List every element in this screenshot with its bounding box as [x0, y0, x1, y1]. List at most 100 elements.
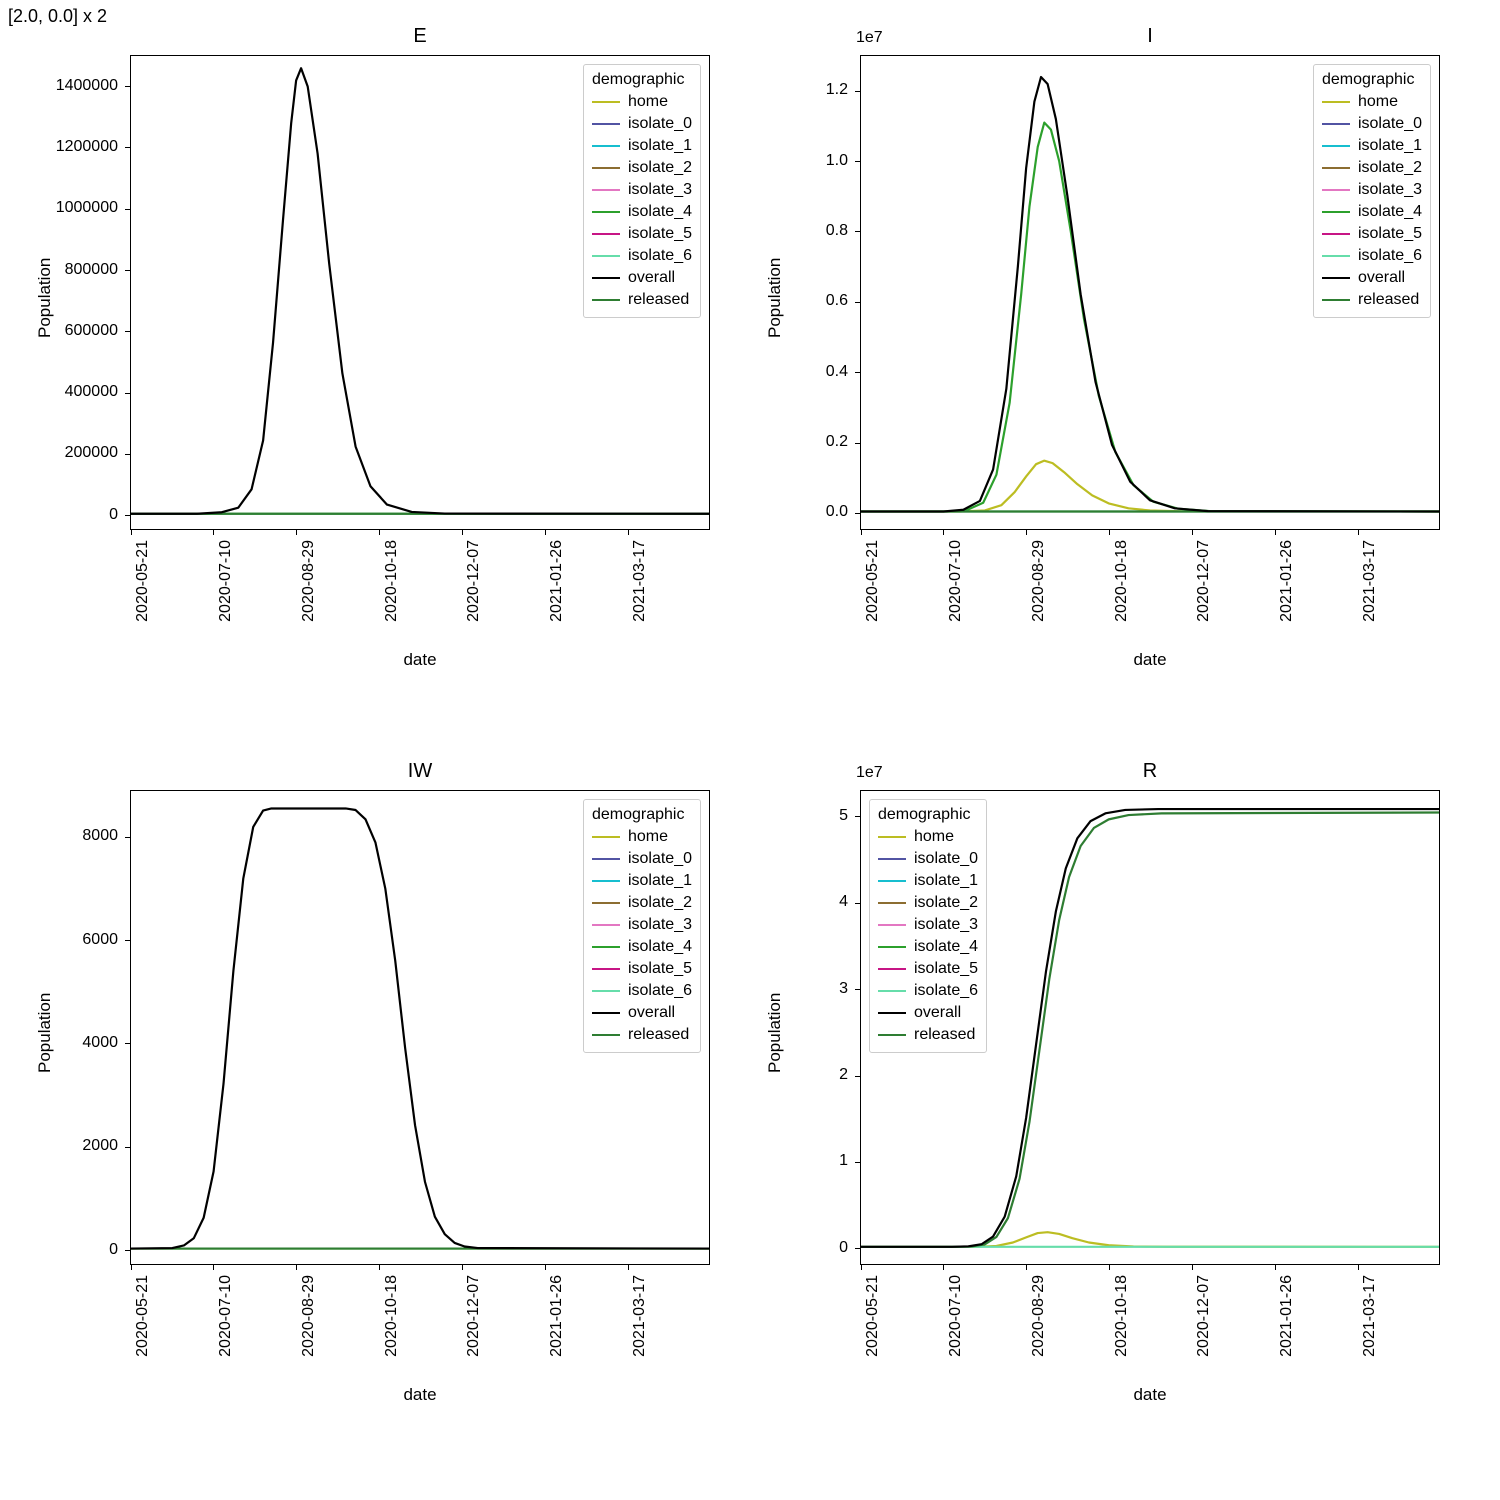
- x-tick-label: 2020-10-18: [383, 540, 401, 622]
- legend-swatch: [878, 990, 906, 993]
- legend-label: released: [628, 289, 689, 311]
- x-tick-label: 2021-01-26: [548, 1275, 566, 1357]
- legend-item-isolate_1: isolate_1: [1322, 135, 1422, 157]
- y-axis-label: Population: [35, 992, 55, 1072]
- x-tick-label: 2021-03-17: [1361, 1275, 1379, 1357]
- legend-item-isolate_6: isolate_6: [878, 980, 978, 1002]
- figure: [2.0, 0.0] x 2 demographichomeisolate_0i…: [0, 0, 1500, 1500]
- x-tick-label: 2020-07-10: [217, 540, 235, 622]
- legend-swatch: [878, 924, 906, 927]
- legend-swatch: [1322, 233, 1350, 236]
- axes: demographichomeisolate_0isolate_1isolate…: [860, 790, 1440, 1265]
- legend-label: home: [628, 826, 668, 848]
- legend-item-isolate_4: isolate_4: [592, 936, 692, 958]
- legend-label: released: [1358, 289, 1419, 311]
- x-tick-label: 2020-12-07: [1195, 540, 1213, 622]
- axes: demographichomeisolate_0isolate_1isolate…: [130, 55, 710, 530]
- legend-label: isolate_5: [628, 958, 692, 980]
- legend-label: isolate_3: [628, 914, 692, 936]
- legend-label: isolate_2: [914, 892, 978, 914]
- legend-label: isolate_0: [628, 113, 692, 135]
- legend-item-isolate_0: isolate_0: [1322, 113, 1422, 135]
- legend-label: overall: [628, 267, 675, 289]
- legend-swatch: [1322, 299, 1350, 302]
- y-tick-label: 0: [109, 506, 118, 524]
- legend: demographichomeisolate_0isolate_1isolate…: [869, 799, 987, 1053]
- x-tick-label: 2020-08-29: [300, 1275, 318, 1357]
- y-tick-label: 1: [839, 1152, 848, 1170]
- legend-label: isolate_6: [628, 245, 692, 267]
- legend-swatch: [592, 145, 620, 148]
- y-tick-label: 2000: [82, 1137, 118, 1155]
- legend-item-overall: overall: [1322, 267, 1422, 289]
- y-tick-label: 1.2: [826, 81, 848, 99]
- legend-swatch: [1322, 189, 1350, 192]
- y-tick-label: 0.0: [826, 503, 848, 521]
- legend-swatch: [878, 1012, 906, 1015]
- y-axis-label: Population: [765, 257, 785, 337]
- legend-item-isolate_6: isolate_6: [592, 980, 692, 1002]
- legend-label: home: [628, 91, 668, 113]
- legend-swatch: [1322, 277, 1350, 280]
- x-tick-label: 2021-03-17: [631, 540, 649, 622]
- legend-item-home: home: [592, 826, 692, 848]
- y-axis-label: Population: [35, 257, 55, 337]
- legend-label: isolate_6: [628, 980, 692, 1002]
- legend-item-isolate_0: isolate_0: [878, 848, 978, 870]
- legend-swatch: [592, 299, 620, 302]
- legend-swatch: [592, 167, 620, 170]
- legend-label: isolate_6: [1358, 245, 1422, 267]
- legend-swatch: [592, 858, 620, 861]
- x-axis-label: date: [860, 650, 1440, 670]
- axes: demographichomeisolate_0isolate_1isolate…: [860, 55, 1440, 530]
- y-tick-label: 600000: [65, 322, 118, 340]
- legend-label: isolate_0: [914, 848, 978, 870]
- legend-swatch: [878, 858, 906, 861]
- legend-title: demographic: [878, 806, 978, 824]
- legend-swatch: [1322, 145, 1350, 148]
- legend-swatch: [878, 880, 906, 883]
- y-tick-label: 0.6: [826, 292, 848, 310]
- legend-item-released: released: [1322, 289, 1422, 311]
- legend-item-overall: overall: [592, 1002, 692, 1024]
- legend-label: isolate_0: [628, 848, 692, 870]
- legend-swatch: [1322, 255, 1350, 258]
- legend-swatch: [592, 836, 620, 839]
- legend-label: isolate_2: [628, 157, 692, 179]
- y-axis-offset-text: 1e7: [856, 764, 883, 782]
- legend-item-overall: overall: [878, 1002, 978, 1024]
- legend-swatch: [1322, 167, 1350, 170]
- x-tick-label: 2021-01-26: [1278, 540, 1296, 622]
- legend-label: isolate_4: [628, 936, 692, 958]
- chart-title: IW: [130, 760, 710, 783]
- y-axis-offset-text: 1e7: [856, 29, 883, 47]
- chart-panel-R: demographichomeisolate_0isolate_1isolate…: [860, 790, 1440, 1265]
- y-tick-label: 2: [839, 1066, 848, 1084]
- legend-item-isolate_4: isolate_4: [878, 936, 978, 958]
- legend-label: overall: [628, 1002, 675, 1024]
- x-tick-label: 2020-07-10: [947, 1275, 965, 1357]
- legend-swatch: [592, 1012, 620, 1015]
- y-tick-label: 4: [839, 893, 848, 911]
- y-tick-label: 8000: [82, 827, 118, 845]
- legend-swatch: [592, 946, 620, 949]
- legend-swatch: [592, 211, 620, 214]
- legend-swatch: [878, 946, 906, 949]
- legend-item-isolate_6: isolate_6: [592, 245, 692, 267]
- legend-item-isolate_1: isolate_1: [592, 135, 692, 157]
- x-tick-label: 2020-07-10: [947, 540, 965, 622]
- x-tick-label: 2020-12-07: [1195, 1275, 1213, 1357]
- y-tick-label: 3: [839, 980, 848, 998]
- legend-label: released: [914, 1024, 975, 1046]
- legend-swatch: [878, 836, 906, 839]
- y-tick-label: 1200000: [56, 138, 118, 156]
- chart-title: E: [130, 25, 710, 48]
- legend-label: home: [914, 826, 954, 848]
- figure-suptitle: [2.0, 0.0] x 2: [8, 6, 107, 27]
- legend-swatch: [592, 990, 620, 993]
- legend-label: isolate_0: [1358, 113, 1422, 135]
- x-tick-label: 2020-07-10: [217, 1275, 235, 1357]
- chart-panel-E: demographichomeisolate_0isolate_1isolate…: [130, 55, 710, 530]
- series-home: [861, 1232, 1439, 1247]
- legend: demographichomeisolate_0isolate_1isolate…: [583, 799, 701, 1053]
